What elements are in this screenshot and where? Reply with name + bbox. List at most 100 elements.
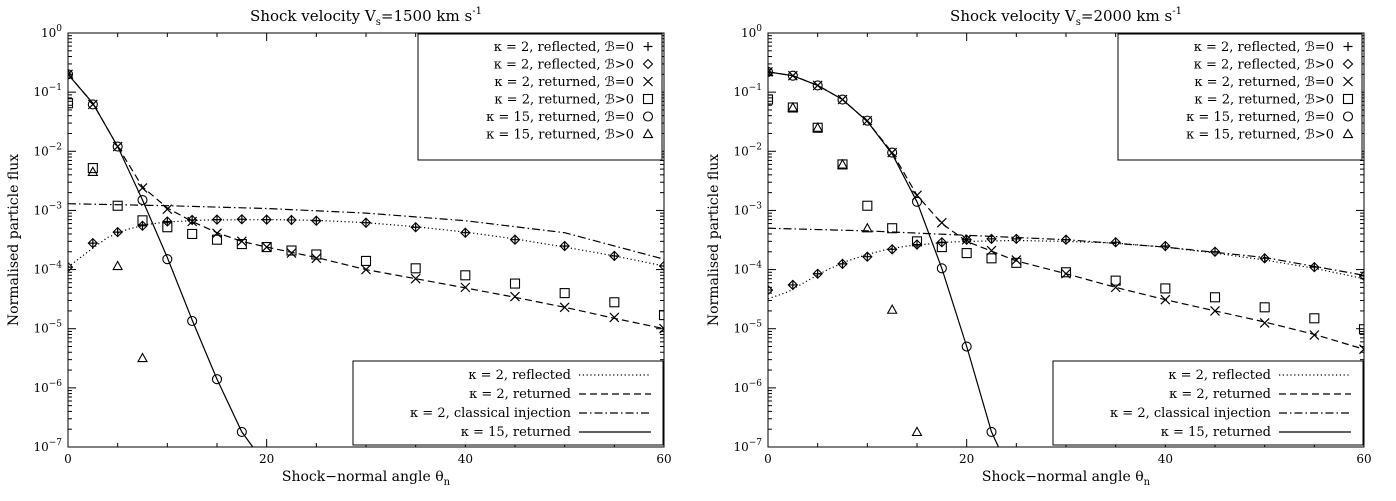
marker-plus [788, 280, 798, 290]
marker-plus [609, 251, 619, 261]
chart-title: Shock velocity Vs=2000 km s-1 [950, 6, 1182, 28]
marker-square [1358, 324, 1364, 335]
marker-cross [137, 183, 148, 193]
x-tick-label: 40 [1158, 452, 1173, 466]
marker-square [261, 242, 272, 253]
marker-square [1259, 302, 1270, 313]
marker-cross [1210, 305, 1220, 316]
marker-plus [212, 215, 222, 225]
y-tick-label: 10−4 [33, 261, 62, 277]
legend-marker-label: κ = 15, returned, ℬ=0 [486, 110, 634, 125]
marker-triangle [911, 426, 923, 437]
marker-square [1309, 313, 1320, 324]
marker-diamond [410, 221, 421, 233]
legend-marker-label: κ = 15, returned, ℬ=0 [1186, 110, 1334, 125]
marker-plus [411, 222, 421, 232]
marker-square [187, 228, 198, 240]
legend-marker-triangle [642, 128, 654, 139]
legend-lines [1052, 360, 1364, 446]
marker-square [1011, 257, 1022, 268]
marker-circle [787, 70, 798, 81]
marker-diamond [862, 251, 873, 262]
marker-diamond [886, 244, 898, 255]
plot-area [68, 68, 664, 447]
marker-square [137, 215, 148, 226]
marker-plus [460, 228, 470, 238]
marker-cross [460, 282, 471, 293]
legend-marker-triangle [1342, 128, 1354, 139]
marker-triangle [68, 68, 74, 79]
marker-circle [986, 426, 997, 437]
marker-triangle [812, 122, 824, 132]
marker-square [961, 248, 972, 259]
marker-diamond [609, 250, 620, 262]
legend-marker-diamond [1342, 58, 1354, 70]
marker-triangle [112, 260, 124, 271]
x-axis-label: Shock−normal angle θn [982, 469, 1151, 488]
x-tick-label: 0 [64, 452, 72, 466]
legend-markers [417, 33, 663, 161]
marker-diamond [286, 214, 297, 226]
marker-cross [261, 242, 272, 253]
legend-marker-label: κ = 2, reflected, ℬ=0 [1194, 40, 1334, 55]
marker-diamond [360, 217, 372, 228]
marker-circle [236, 426, 247, 437]
y-tick-label: 10−5 [733, 320, 762, 336]
marker-cross [1160, 294, 1171, 305]
legend-marker-cross [1343, 76, 1353, 87]
marker-diamond [986, 233, 997, 245]
marker-diamond [1209, 246, 1221, 258]
marker-triangle [787, 101, 799, 112]
y-tick-label: 10−3 [33, 201, 62, 217]
y-tick-label: 10−7 [33, 438, 62, 454]
marker-plus [862, 252, 872, 262]
marker-plus [659, 261, 664, 271]
marker-circle [187, 315, 198, 327]
marker-plus [88, 238, 98, 248]
x-tick-label: 0 [764, 452, 772, 466]
x-axis-label: Shock−normal angle θn [282, 469, 451, 488]
marker-triangle [768, 66, 774, 77]
marker-plus [1210, 247, 1220, 257]
marker-square [509, 278, 521, 289]
marker-plus [262, 215, 272, 225]
marker-square [360, 255, 372, 266]
marker-cross [609, 312, 620, 323]
marker-diamond [1110, 236, 1121, 248]
marker-cross [510, 291, 520, 302]
marker-square [986, 253, 997, 264]
marker-plus [162, 216, 172, 226]
legend-marker-plus [643, 42, 653, 51]
marker-square [658, 310, 664, 321]
marker-plus [1011, 234, 1021, 244]
marker-square [286, 245, 297, 256]
marker-circle [936, 263, 947, 274]
y-tick-label: 10−3 [733, 201, 762, 217]
legend-line-label: κ = 2, classical injection [410, 406, 572, 421]
legend-marker-label: κ = 2, reflected, ℬ>0 [494, 58, 634, 73]
panel-1: 0 20 40 60 10−7 10−6 10−5 10−4 10−3 10−2 10−1 100 Sh… [6, 6, 672, 488]
marker-plus [887, 244, 897, 254]
marker-diamond [768, 284, 774, 296]
marker-square [887, 223, 898, 234]
marker-square [460, 270, 471, 281]
legend-marker-cross [643, 76, 653, 87]
marker-circle [211, 374, 223, 385]
marker-diamond [961, 234, 972, 245]
y-tick-label: 10−6 [33, 379, 62, 395]
marker-triangle [886, 304, 898, 314]
y-tick-label: 10−6 [733, 379, 762, 395]
marker-plus [287, 215, 296, 225]
legend-marker-label: κ = 2, returned, ℬ>0 [494, 93, 634, 108]
marker-cross [659, 323, 664, 334]
x-tick-label: 60 [656, 452, 671, 466]
legend-line-label: κ = 15, returned [461, 425, 571, 440]
y-tick-label: 10−1 [33, 83, 62, 99]
legend-marker-circle [1342, 111, 1354, 122]
marker-diamond [87, 237, 99, 249]
marker-square [862, 200, 873, 211]
marker-square [1160, 283, 1171, 294]
series-line-dashdot [68, 203, 664, 260]
marker-plus [510, 235, 520, 245]
marker-plus [560, 241, 570, 251]
